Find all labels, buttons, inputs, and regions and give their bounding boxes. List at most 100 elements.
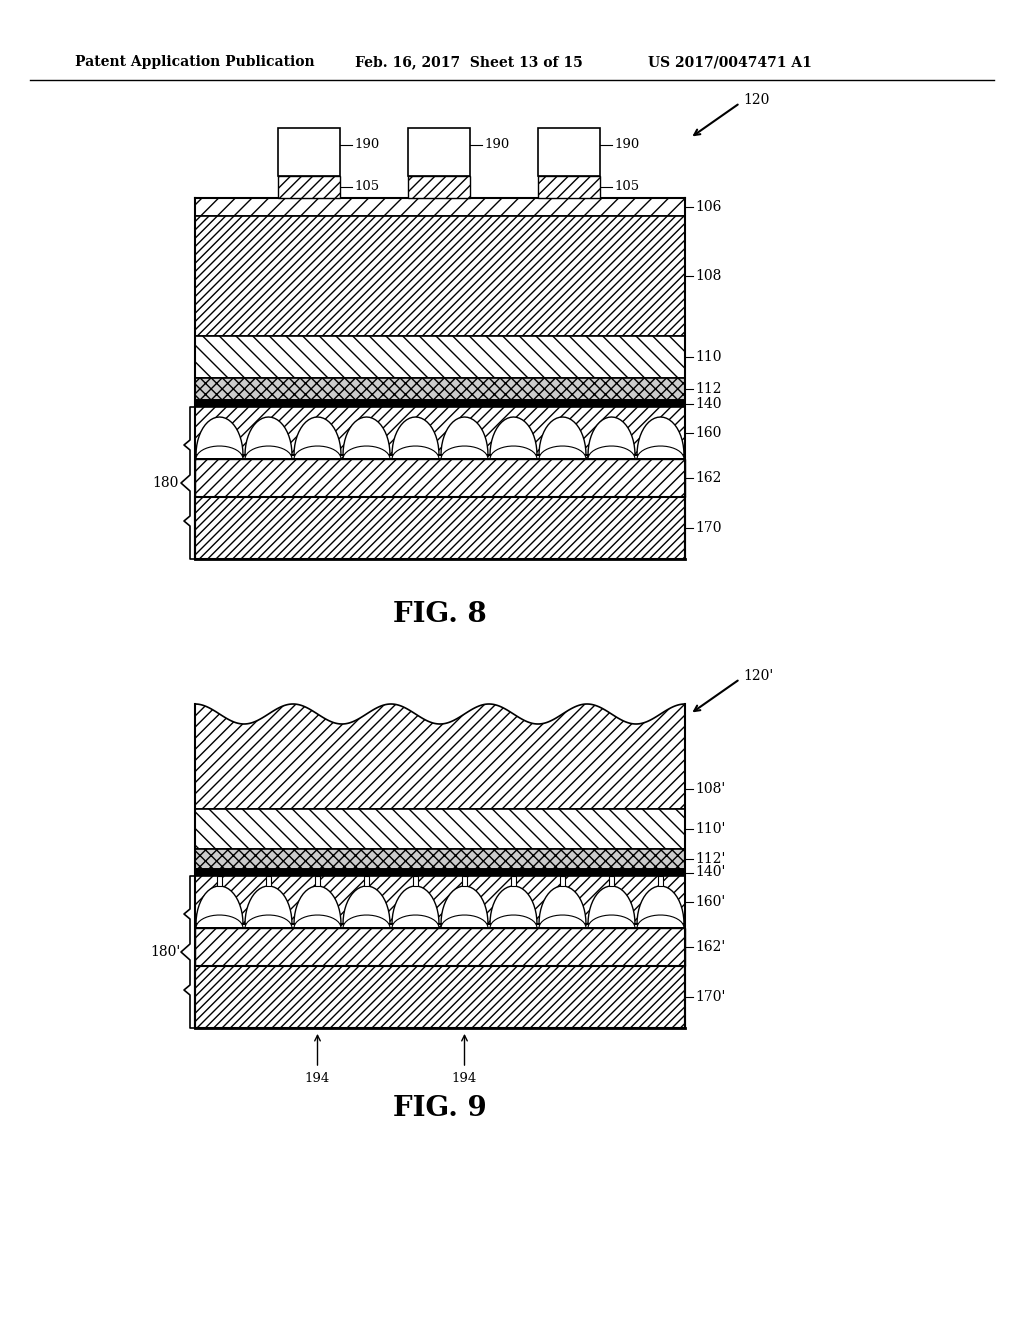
Polygon shape (587, 915, 636, 928)
Polygon shape (195, 216, 685, 337)
Text: 162: 162 (695, 471, 721, 484)
Polygon shape (266, 876, 271, 886)
Polygon shape (440, 886, 489, 924)
Polygon shape (195, 198, 685, 216)
Polygon shape (195, 809, 685, 849)
Polygon shape (195, 498, 685, 558)
Polygon shape (195, 417, 244, 455)
Polygon shape (342, 417, 391, 455)
Text: 120': 120' (743, 669, 773, 682)
Polygon shape (244, 446, 293, 459)
Text: 140': 140' (695, 866, 725, 879)
Polygon shape (658, 876, 663, 886)
Text: 194: 194 (305, 1072, 330, 1085)
Polygon shape (636, 915, 685, 928)
Polygon shape (195, 915, 244, 928)
Polygon shape (244, 886, 293, 924)
Polygon shape (489, 915, 538, 928)
Text: 120: 120 (743, 92, 769, 107)
Polygon shape (391, 446, 440, 459)
Polygon shape (538, 417, 587, 455)
Polygon shape (538, 446, 587, 459)
Text: FIG. 9: FIG. 9 (393, 1094, 486, 1122)
Text: 105: 105 (354, 181, 379, 194)
Polygon shape (391, 886, 440, 924)
Polygon shape (511, 876, 516, 886)
Polygon shape (293, 417, 342, 455)
Polygon shape (364, 876, 369, 886)
Polygon shape (391, 915, 440, 928)
Text: 170': 170' (695, 990, 725, 1005)
Text: 106: 106 (695, 201, 721, 214)
Text: 170: 170 (695, 521, 722, 535)
Polygon shape (636, 446, 685, 459)
Polygon shape (342, 915, 391, 928)
Polygon shape (195, 966, 685, 1028)
Polygon shape (560, 876, 565, 886)
Polygon shape (315, 876, 319, 886)
Polygon shape (195, 704, 685, 809)
Polygon shape (413, 876, 418, 886)
Polygon shape (440, 915, 489, 928)
Polygon shape (293, 886, 342, 924)
Polygon shape (278, 176, 340, 198)
Text: 160: 160 (695, 426, 721, 440)
Polygon shape (195, 928, 685, 966)
Polygon shape (391, 417, 440, 455)
Polygon shape (195, 407, 685, 459)
Text: 112': 112' (695, 851, 725, 866)
Polygon shape (489, 446, 538, 459)
Polygon shape (636, 886, 685, 924)
Polygon shape (609, 876, 614, 886)
Polygon shape (587, 886, 636, 924)
Text: 160': 160' (695, 895, 725, 909)
Polygon shape (195, 849, 685, 869)
Text: 190: 190 (354, 139, 379, 152)
Polygon shape (195, 446, 244, 459)
Text: 180': 180' (150, 945, 180, 960)
Polygon shape (195, 400, 685, 407)
Text: 108': 108' (695, 781, 725, 796)
Polygon shape (408, 128, 470, 176)
Polygon shape (636, 417, 685, 455)
Polygon shape (195, 337, 685, 378)
Polygon shape (195, 886, 244, 924)
Polygon shape (489, 886, 538, 924)
Text: Patent Application Publication: Patent Application Publication (75, 55, 314, 69)
Polygon shape (440, 417, 489, 455)
Polygon shape (195, 869, 685, 876)
Polygon shape (244, 417, 293, 455)
Text: 190: 190 (614, 139, 639, 152)
Polygon shape (293, 446, 342, 459)
Polygon shape (195, 876, 685, 928)
Text: US 2017/0047471 A1: US 2017/0047471 A1 (648, 55, 812, 69)
Polygon shape (408, 176, 470, 198)
Polygon shape (587, 446, 636, 459)
Text: Feb. 16, 2017  Sheet 13 of 15: Feb. 16, 2017 Sheet 13 of 15 (355, 55, 583, 69)
Text: 180: 180 (152, 477, 178, 490)
Polygon shape (195, 459, 685, 498)
Polygon shape (217, 876, 222, 886)
Polygon shape (538, 886, 587, 924)
Polygon shape (538, 915, 587, 928)
Text: 190: 190 (484, 139, 509, 152)
Polygon shape (244, 915, 293, 928)
Text: 194: 194 (452, 1072, 477, 1085)
Text: 105: 105 (614, 181, 639, 194)
Polygon shape (489, 417, 538, 455)
Text: 108: 108 (695, 269, 721, 282)
Text: 162': 162' (695, 940, 725, 954)
Text: 112: 112 (695, 381, 722, 396)
Text: 110: 110 (695, 350, 722, 364)
Polygon shape (538, 128, 600, 176)
Polygon shape (342, 446, 391, 459)
Polygon shape (195, 378, 685, 400)
Polygon shape (462, 876, 467, 886)
Polygon shape (278, 128, 340, 176)
Polygon shape (440, 446, 489, 459)
Polygon shape (538, 176, 600, 198)
Text: 110': 110' (695, 822, 725, 836)
Text: 140: 140 (695, 396, 722, 411)
Polygon shape (342, 886, 391, 924)
Text: FIG. 8: FIG. 8 (393, 601, 486, 627)
